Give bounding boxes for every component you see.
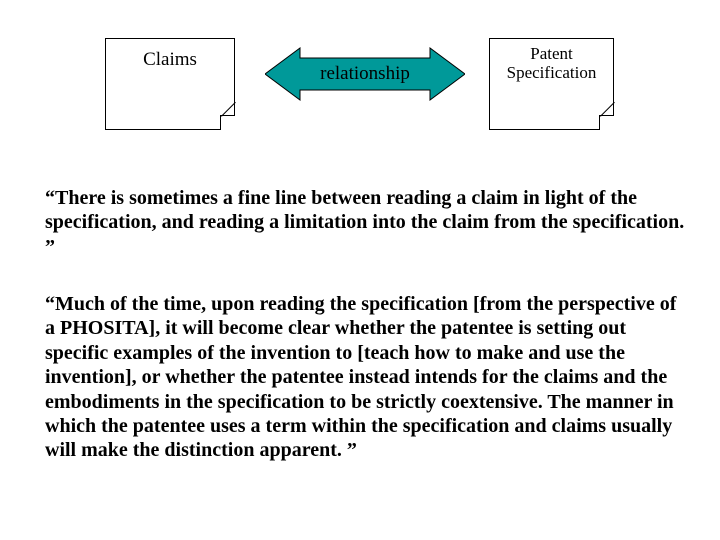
- quote-paragraph-1: “There is sometimes a fine line between …: [45, 186, 685, 259]
- page-fold-line: [600, 116, 614, 130]
- claims-box: Claims: [105, 38, 235, 130]
- arrow-label: relationship: [265, 46, 465, 102]
- patent-label-line2: Specification: [507, 63, 597, 82]
- relationship-arrow: relationship: [265, 46, 465, 106]
- quote-paragraph-2: “Much of the time, upon reading the spec…: [45, 292, 685, 463]
- diagram-row: Claims relationship Patent Specification: [0, 38, 720, 138]
- patent-spec-box: Patent Specification: [489, 38, 614, 130]
- patent-label-line1: Patent: [530, 44, 573, 63]
- page-fold-line: [221, 116, 235, 130]
- claims-label: Claims: [143, 49, 197, 70]
